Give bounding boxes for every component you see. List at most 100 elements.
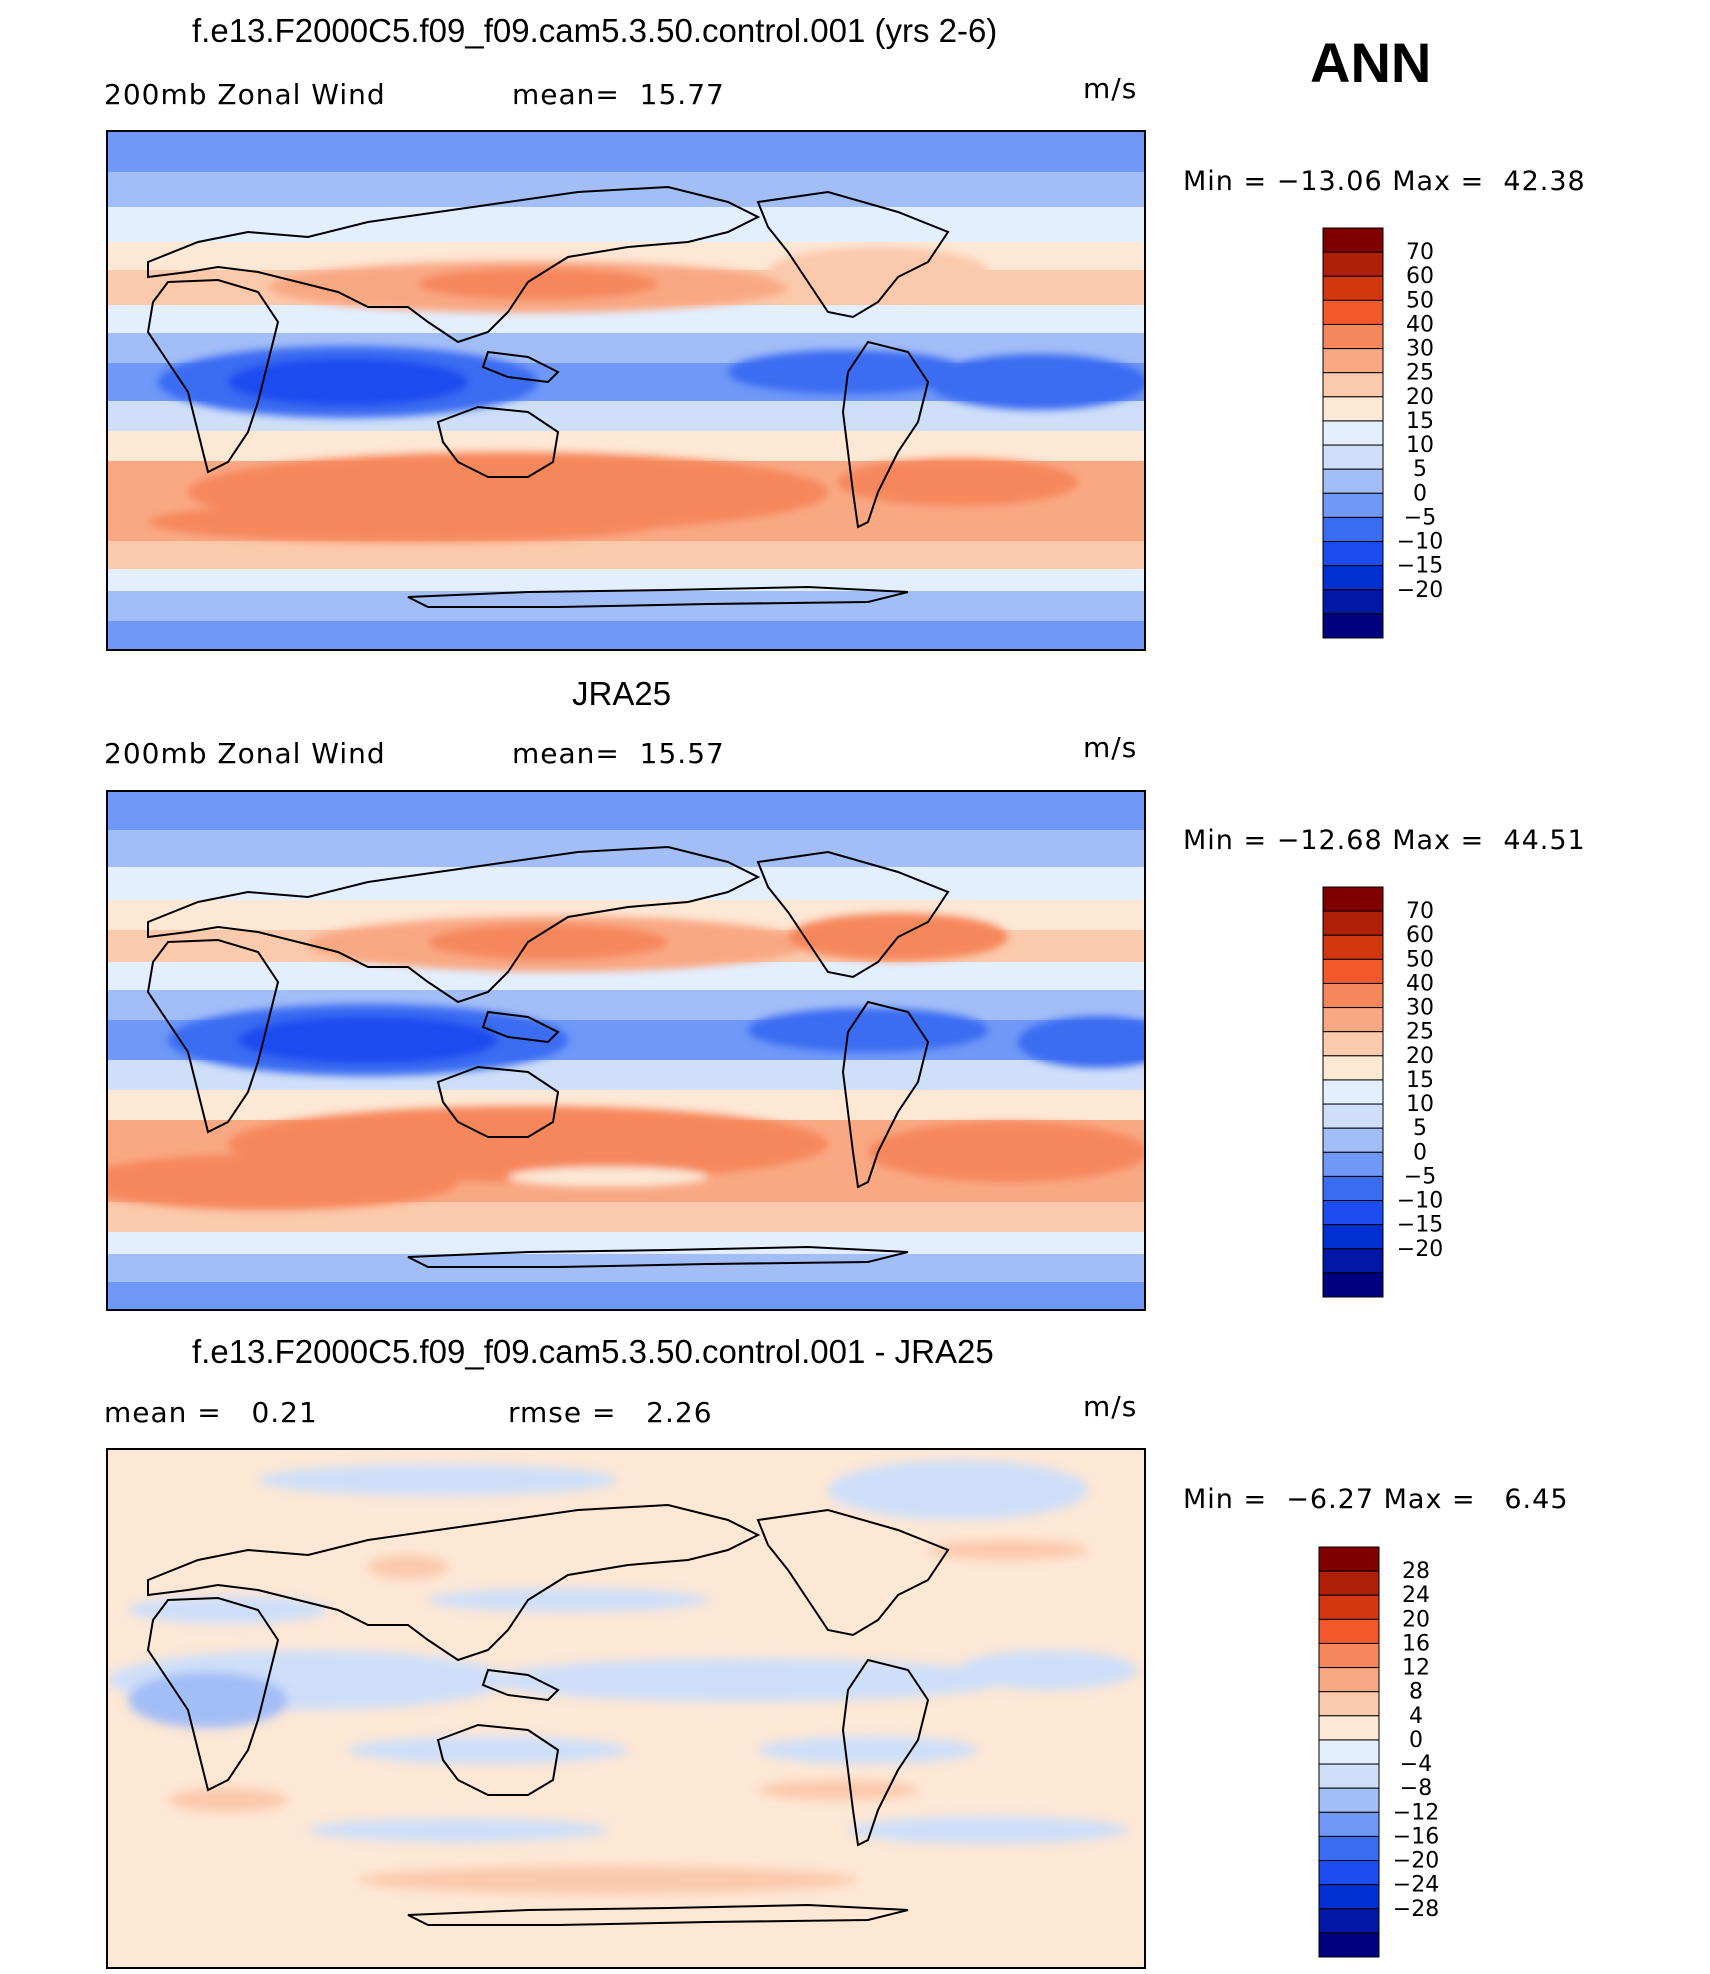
panel1-colorbar-label: 30 [1406,337,1434,362]
panel3-minmax: Min = −6.27 Max = 6.45 [1183,1484,1569,1515]
panel2-colorbar-label: 15 [1406,1068,1434,1093]
panel3-colorbar-label: 16 [1402,1631,1430,1656]
panel3-colorbar-label: 20 [1402,1607,1430,1632]
panel1-colorbar-box [1322,589,1384,615]
panel2-colorbar-box [1322,934,1384,960]
panel1-colorbar-label: 10 [1406,433,1434,458]
panel2-colorbar-label: 10 [1406,1092,1434,1117]
panel1-colorbar-label: 5 [1413,457,1427,482]
panel3-colorbar-box [1318,1739,1380,1765]
panel2-colorbar-box [1322,1175,1384,1202]
panel1-colorbar-label: −20 [1397,578,1443,603]
season-label: ANN [1310,31,1432,94]
panel1-colorbar-label: −5 [1404,505,1436,530]
panel3-units: m/s [1083,1390,1138,1423]
panel2-title: JRA25 [572,675,672,712]
panel2-colorbar-label: 40 [1406,971,1434,996]
panel2-colorbar-label: −10 [1397,1189,1443,1214]
panel1-title: f.e13.F2000C5.f09_f09.cam5.3.50.control.… [192,12,998,49]
panel3-colorbar-label: −24 [1393,1873,1439,1898]
panel3-colorbar-label: −8 [1400,1776,1432,1801]
panel2-minmax: Min = −12.68 Max = 44.51 [1183,825,1586,856]
panel2-colorbar-label: 30 [1406,996,1434,1021]
panel1-colorbar-box [1322,613,1384,639]
panel1-colorbar-box [1322,372,1384,398]
panel3-colorbar-label: 8 [1409,1680,1423,1705]
panel2-colorbar-box [1322,910,1384,936]
panel1-units: m/s [1083,72,1138,105]
panel3-colorbar-label: −28 [1393,1897,1439,1922]
panel2-colorbar-label: 5 [1413,1116,1427,1141]
panel3-colorbar-box [1318,1642,1380,1669]
panel3-colorbar-box [1318,1860,1380,1886]
panel1-colorbar-label: 20 [1406,385,1434,410]
panel1-colorbar-box [1322,227,1384,253]
panel1-colorbar-box [1322,348,1384,374]
panel3-colorbar-label: 28 [1402,1559,1430,1584]
panel3-rmse-label: rmse = 2.26 [508,1396,713,1429]
panel3-colorbar-box [1318,1594,1380,1620]
panel1-colorbar-box [1322,492,1384,518]
panel1-map [106,130,1146,651]
panel1-colorbar-label: −15 [1397,554,1443,579]
panel3-mean-label: mean = 0.21 [104,1396,318,1429]
panel2-colorbar-label: 20 [1406,1044,1434,1069]
panel1-colorbar-box [1322,323,1384,350]
panel1-colorbar-box [1322,541,1384,567]
panel2-colorbar-box [1322,1127,1384,1153]
panel3-colorbar-box [1318,1835,1380,1862]
panel2-colorbar-box [1322,958,1384,984]
panel1-colorbar-box [1322,396,1384,422]
panel2-colorbar-box [1322,1007,1384,1033]
panel2-colorbar-label: 50 [1406,947,1434,972]
panel3-title: f.e13.F2000C5.f09_f09.cam5.3.50.control.… [192,1333,994,1370]
panel3-colorbar-label: 12 [1402,1656,1430,1681]
panel3-colorbar-label: −16 [1393,1824,1439,1849]
panel3-colorbar-box [1318,1908,1380,1934]
panel2-colorbar-box [1322,1079,1384,1105]
panel3-colorbar-box [1318,1884,1380,1910]
panel2-colorbar-box [1322,1055,1384,1081]
panel3-colorbar-box [1318,1691,1380,1717]
panel1-colorbar-label: 60 [1406,264,1434,289]
panel3-colorbar-label: −4 [1400,1752,1432,1777]
panel1-minmax: Min = −13.06 Max = 42.38 [1183,166,1586,197]
panel1-colorbar-box [1322,468,1384,494]
panel3-colorbar-box [1318,1763,1380,1789]
panel2-mean-label: mean= 15.57 [512,737,725,770]
panel2-colorbar: 70 60 50 40 30 25 20 15 10 5 0 −5 −10 −15 −20 [1322,886,1482,1306]
panel2-colorbar-box [1322,886,1384,912]
panel1-colorbar-label: 0 [1413,481,1427,506]
panel1-colorbar-label: 15 [1406,409,1434,434]
panel3-colorbar-label: 4 [1409,1704,1423,1729]
panel2-colorbar-label: 70 [1406,899,1434,924]
panel2-colorbar-box [1322,1151,1384,1177]
panel2-colorbar-label: −20 [1397,1237,1443,1262]
panel2-colorbar-box [1322,1272,1384,1298]
panel3-colorbar-label: −12 [1393,1800,1439,1825]
panel3-colorbar-label: −20 [1393,1849,1439,1874]
panel2-colorbar-box [1322,1200,1384,1226]
panel1-colorbar-label: 50 [1406,288,1434,313]
panel1-colorbar-box [1322,516,1384,543]
panel3-colorbar-box [1318,1811,1380,1837]
panel1-colorbar-label: 70 [1406,240,1434,265]
panel1-mean-label: mean= 15.77 [512,78,725,111]
panel1-colorbar-box [1322,420,1384,446]
panel1-colorbar-box [1322,444,1384,470]
panel1-colorbar-box [1322,275,1384,301]
panel2-colorbar-label: 25 [1406,1020,1434,1045]
panel1-colorbar-label: 40 [1406,312,1434,337]
panel2-colorbar-label: −15 [1397,1213,1443,1238]
panel2-colorbar-box [1322,1248,1384,1274]
panel2-colorbar-box [1322,1103,1384,1129]
panel2-colorbar-label: 0 [1413,1140,1427,1165]
panel2-colorbar-box [1322,982,1384,1009]
panel3-colorbar-label: 0 [1409,1728,1423,1753]
panel3-colorbar-box [1318,1618,1380,1644]
panel3-colorbar-box [1318,1570,1380,1596]
panel2-colorbar-box [1322,1031,1384,1057]
panel2-colorbar-box [1322,1224,1384,1250]
panel3-map [106,1448,1146,1969]
panel3-colorbar-box [1318,1715,1380,1741]
